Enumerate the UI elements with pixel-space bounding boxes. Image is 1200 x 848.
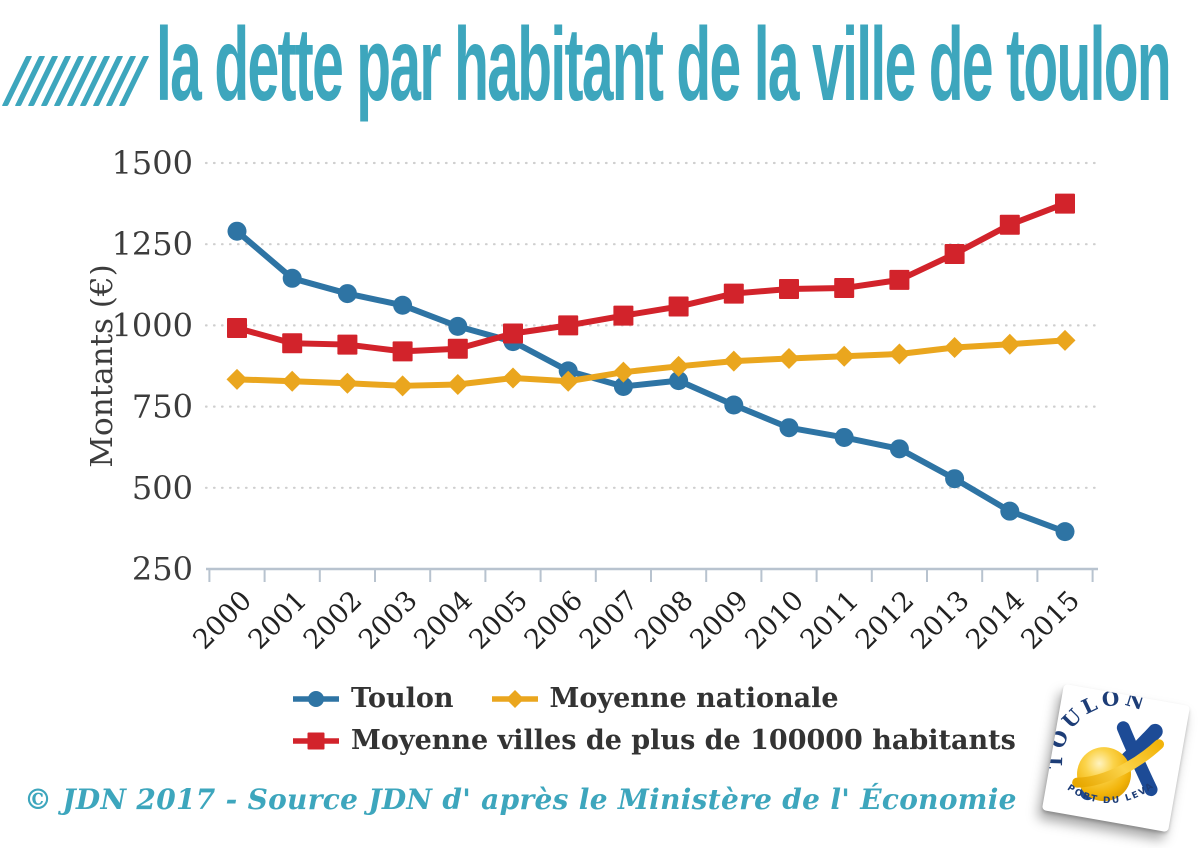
data-point <box>337 284 357 304</box>
legend-item-3: Moyenne villes de plus de 100000 habitan… <box>293 725 1016 756</box>
data-point <box>613 305 634 326</box>
data-point <box>612 361 634 383</box>
data-point <box>999 333 1021 355</box>
legend-label: Moyenne nationale <box>549 683 839 714</box>
series-line-circle <box>234 228 1068 535</box>
source-credit: © JDN 2017 - Source JDN d' après le Mini… <box>24 783 1017 816</box>
legend-item-2: Moyenne nationale <box>491 683 839 714</box>
data-point <box>503 323 523 344</box>
y-tick-label-1250: 1250 <box>112 225 193 263</box>
data-point <box>505 689 524 708</box>
x-tick-label-2009: 2009 <box>684 585 755 656</box>
x-tick-label-2001: 2001 <box>243 585 314 656</box>
y-axis-title: Montants (€) <box>90 264 120 467</box>
series-line-diamond <box>234 337 1068 389</box>
data-point <box>944 336 966 358</box>
data-point <box>282 333 303 354</box>
debt-line-chart: 250 500 750 1000 1250 1500 Montants (€) 2000 200… <box>90 136 1110 676</box>
data-point <box>392 375 414 397</box>
legend-label: Toulon <box>351 683 454 714</box>
data-point <box>227 221 247 241</box>
data-point <box>945 469 965 489</box>
legend-marker-diamond-icon <box>491 689 538 708</box>
data-point <box>337 334 358 355</box>
legend-item-1: Toulon <box>293 683 454 714</box>
x-tick-label-2007: 2007 <box>574 585 645 656</box>
data-point <box>999 214 1020 235</box>
data-point <box>557 370 579 392</box>
series-line-square <box>234 200 1068 355</box>
data-point <box>889 439 909 459</box>
title-hatch-marks <box>1 56 150 106</box>
data-point <box>393 295 413 315</box>
x-tick-label-2005: 2005 <box>463 585 534 656</box>
data-point <box>669 371 689 391</box>
x-tick-label-2004: 2004 <box>408 585 479 656</box>
data-point <box>502 367 524 389</box>
data-point <box>779 418 799 438</box>
chart-legend: Toulon Moyenne nationale Moyenne villes d… <box>293 683 1016 756</box>
data-point <box>834 278 855 299</box>
x-tick-label-2008: 2008 <box>629 585 700 656</box>
legend-label: Moyenne villes de plus de 100000 habitan… <box>351 725 1016 756</box>
y-tick-label-1500: 1500 <box>112 144 193 182</box>
x-tick-label-2010: 2010 <box>739 585 810 656</box>
data-point <box>227 317 247 338</box>
data-point <box>724 395 744 415</box>
data-point <box>282 268 302 288</box>
data-point <box>833 345 855 367</box>
x-tick-label-2003: 2003 <box>353 585 424 656</box>
y-tick-label-750: 750 <box>132 388 193 426</box>
x-tick-label-2000: 2000 <box>187 585 258 656</box>
legend-marker-square-icon <box>293 732 339 749</box>
legend-row-1: Toulon Moyenne nationale <box>293 683 1016 714</box>
data-point <box>723 283 744 304</box>
data-point <box>779 279 799 300</box>
data-point <box>558 315 579 336</box>
x-tick-label-2006: 2006 <box>519 585 590 656</box>
data-point <box>447 338 468 359</box>
data-point <box>613 376 633 396</box>
data-point <box>392 341 413 362</box>
data-point <box>336 372 358 394</box>
logo-swoosh-icon <box>1072 739 1165 788</box>
data-point <box>668 296 689 317</box>
legend-marker-circle-icon <box>293 690 339 707</box>
x-tick-label-2011: 2011 <box>795 585 866 656</box>
data-point <box>1054 329 1076 351</box>
data-point <box>1000 501 1020 521</box>
data-point <box>226 368 248 390</box>
data-point <box>888 343 910 365</box>
x-tick-label-2013: 2013 <box>905 585 976 656</box>
data-point <box>448 316 468 336</box>
page-title: la dette par habitant de la ville de tou… <box>156 7 1172 123</box>
y-tick-label-1000: 1000 <box>112 306 193 344</box>
data-point <box>723 350 745 372</box>
toulon-logo: TOULON PORT DU LEVANT <box>1041 683 1191 833</box>
data-point <box>889 269 910 290</box>
x-tick-label-2012: 2012 <box>850 585 921 656</box>
legend-row-2: Moyenne villes de plus de 100000 habitan… <box>293 725 1016 756</box>
x-tick-label-2014: 2014 <box>960 585 1031 656</box>
data-point <box>834 427 854 447</box>
data-point <box>944 243 965 264</box>
y-tick-label-250: 250 <box>132 550 193 588</box>
data-point <box>281 370 303 392</box>
data-point <box>307 732 325 749</box>
x-tick-label-2002: 2002 <box>298 585 369 656</box>
data-point <box>308 690 324 707</box>
data-point <box>1055 193 1075 214</box>
data-point <box>447 374 469 396</box>
toulon-logo-art: TOULON PORT DU LEVANT <box>1042 684 1173 815</box>
data-point <box>1055 522 1075 542</box>
data-point <box>668 355 690 377</box>
data-point <box>778 348 800 370</box>
x-tick-label-2015: 2015 <box>1015 585 1086 656</box>
y-tick-label-500: 500 <box>132 469 193 507</box>
